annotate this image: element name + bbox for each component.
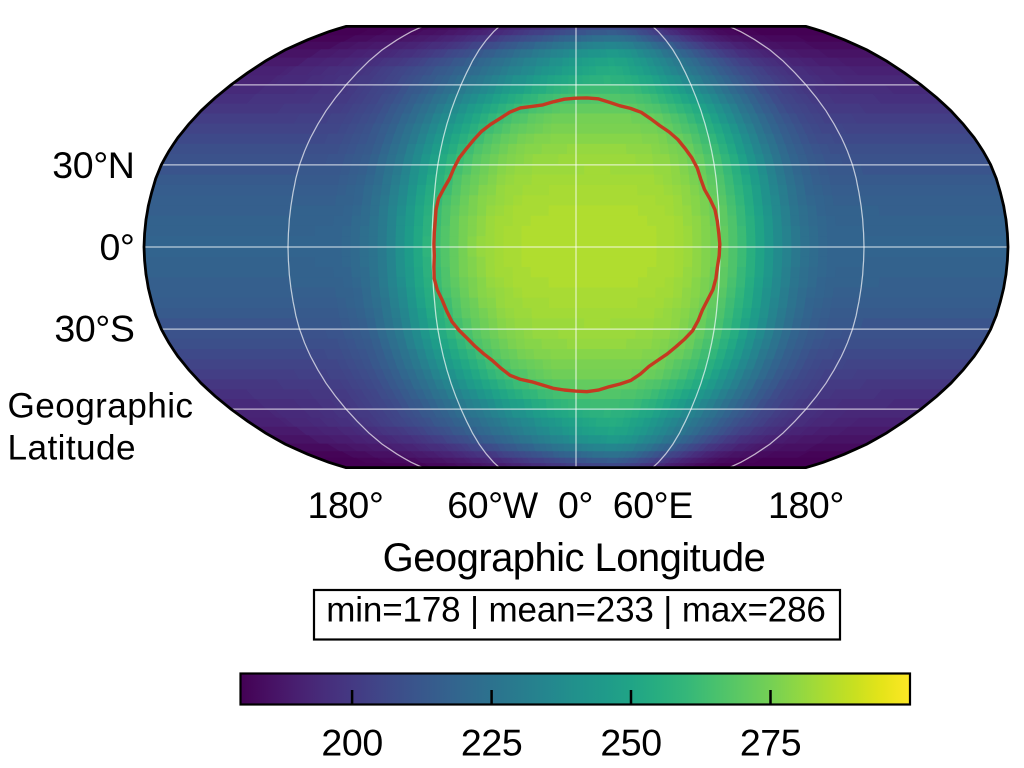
svg-text:200: 200 [321, 722, 382, 764]
svg-text:30°N: 30°N [52, 144, 134, 186]
svg-text:60°E: 60°E [613, 484, 693, 526]
svg-text:Latitude: Latitude [8, 429, 136, 468]
svg-text:225: 225 [461, 722, 522, 764]
svg-text:60°W: 60°W [447, 484, 539, 526]
svg-text:0°: 0° [558, 484, 593, 526]
svg-text:275: 275 [740, 722, 801, 764]
svg-text:250: 250 [600, 722, 661, 764]
svg-text:0°: 0° [99, 226, 134, 268]
svg-text:30°S: 30°S [54, 308, 134, 350]
svg-text:180°: 180° [308, 484, 384, 526]
svg-text:180°: 180° [768, 484, 844, 526]
svg-text:Geographic Longitude: Geographic Longitude [383, 536, 766, 580]
svg-text:min=178 | mean=233 | max=286: min=178 | mean=233 | max=286 [326, 590, 825, 629]
svg-text:Geographic: Geographic [8, 387, 194, 426]
